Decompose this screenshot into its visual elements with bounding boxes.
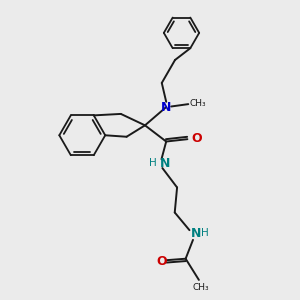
Text: H: H — [201, 228, 209, 238]
Text: N: N — [160, 157, 171, 169]
Text: N: N — [161, 100, 171, 114]
Text: O: O — [157, 255, 167, 268]
Text: O: O — [191, 132, 202, 145]
Text: H: H — [149, 158, 157, 168]
Text: CH₃: CH₃ — [192, 284, 209, 292]
Text: N: N — [191, 226, 202, 240]
Text: CH₃: CH₃ — [190, 99, 206, 108]
